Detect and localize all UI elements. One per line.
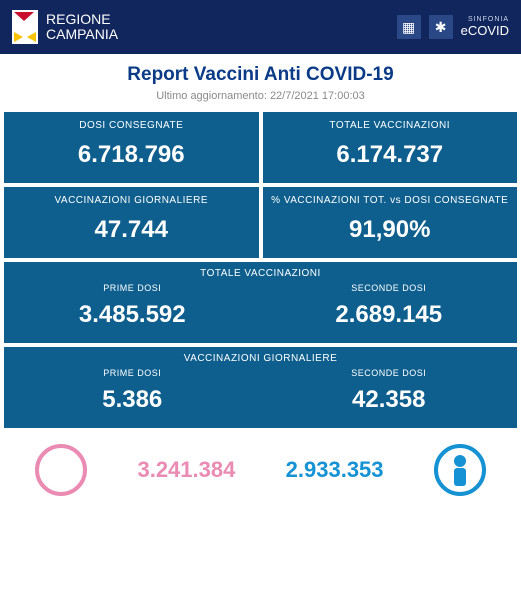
card-value: 6.718.796 bbox=[8, 141, 255, 169]
value: 2.689.145 bbox=[261, 301, 518, 329]
panel-vaccinazioni-giornaliere: VACCINAZIONI GIORNALIERE PRIME DOSI 5.38… bbox=[4, 347, 517, 428]
card-label: VACCINAZIONI GIORNALIERE bbox=[8, 195, 255, 206]
sinfonia-label: SINFONIA bbox=[461, 16, 509, 23]
card-value: 6.174.737 bbox=[267, 141, 514, 169]
female-icon bbox=[35, 444, 87, 496]
sublabel: SECONDE DOSI bbox=[261, 368, 518, 378]
virus-icon: ✱ bbox=[429, 15, 453, 39]
cell-prime-dosi: PRIME DOSI 5.386 bbox=[4, 368, 261, 414]
brand-line1: REGIONE bbox=[46, 12, 118, 27]
row-1: DOSI CONSEGNATE 6.718.796 TOTALE VACCINA… bbox=[0, 112, 521, 183]
last-update: Ultimo aggiornamento: 22/7/2021 17:00:03 bbox=[0, 90, 521, 102]
panel-totale-vaccinazioni: TOTALE VACCINAZIONI PRIME DOSI 3.485.592… bbox=[4, 262, 517, 343]
card-value: 91,90% bbox=[267, 216, 514, 244]
value: 42.358 bbox=[261, 386, 518, 414]
brand: REGIONE CAMPANIA bbox=[12, 10, 118, 44]
card-percentuale: % VACCINAZIONI TOT. vs DOSI CONSEGNATE 9… bbox=[263, 187, 518, 258]
card-label: % VACCINAZIONI TOT. vs DOSI CONSEGNATE bbox=[267, 195, 514, 206]
page-title: Report Vaccini Anti COVID-19 bbox=[0, 64, 521, 86]
card-label: TOTALE VACCINAZIONI bbox=[267, 120, 514, 131]
male-count: 2.933.353 bbox=[286, 457, 384, 483]
value: 5.386 bbox=[4, 386, 261, 414]
panel-title: VACCINAZIONI GIORNALIERE bbox=[4, 353, 517, 364]
cell-seconde-dosi: SECONDE DOSI 2.689.145 bbox=[261, 283, 518, 329]
row-2: VACCINAZIONI GIORNALIERE 47.744 % VACCIN… bbox=[0, 187, 521, 258]
header-bar: REGIONE CAMPANIA ▦ ✱ SINFONIA eCOVID bbox=[0, 0, 521, 54]
card-totale-vaccinazioni: TOTALE VACCINAZIONI 6.174.737 bbox=[263, 112, 518, 183]
value: 3.485.592 bbox=[4, 301, 261, 329]
header-right: ▦ ✱ SINFONIA eCOVID bbox=[397, 15, 509, 39]
sublabel: SECONDE DOSI bbox=[261, 283, 518, 293]
sublabel: PRIME DOSI bbox=[4, 283, 261, 293]
card-label: DOSI CONSEGNATE bbox=[8, 120, 255, 131]
sublabel: PRIME DOSI bbox=[4, 368, 261, 378]
card-dosi-consegnate: DOSI CONSEGNATE 6.718.796 bbox=[4, 112, 259, 183]
card-vaccinazioni-giornaliere: VACCINAZIONI GIORNALIERE 47.744 bbox=[4, 187, 259, 258]
cell-prime-dosi: PRIME DOSI 3.485.592 bbox=[4, 283, 261, 329]
female-count: 3.241.384 bbox=[137, 457, 235, 483]
gender-footer: 3.241.384 2.933.353 bbox=[0, 432, 521, 508]
ecovid-label: eCOVID bbox=[461, 23, 509, 38]
platform-label: SINFONIA eCOVID bbox=[461, 16, 509, 38]
brand-text: REGIONE CAMPANIA bbox=[46, 12, 118, 43]
card-value: 47.744 bbox=[8, 216, 255, 244]
panel-title: TOTALE VACCINAZIONI bbox=[4, 268, 517, 279]
male-icon bbox=[434, 444, 486, 496]
regione-flag-icon bbox=[12, 10, 38, 44]
cell-seconde-dosi: SECONDE DOSI 42.358 bbox=[261, 368, 518, 414]
qr-icon: ▦ bbox=[397, 15, 421, 39]
brand-line2: CAMPANIA bbox=[46, 27, 118, 42]
